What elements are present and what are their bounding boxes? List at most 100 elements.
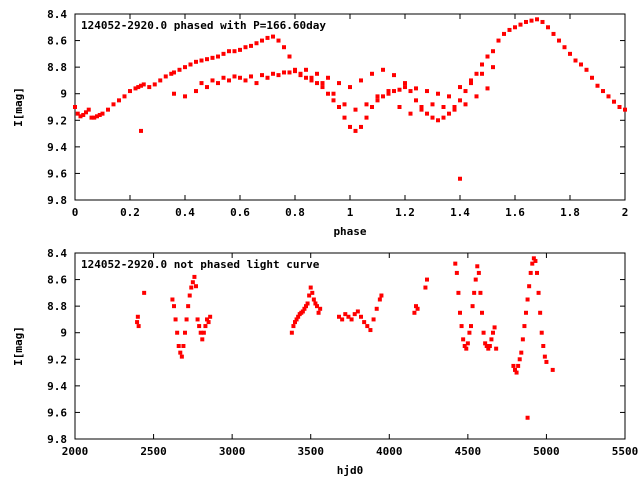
data-point: [476, 270, 481, 275]
data-point: [473, 277, 478, 282]
data-point: [304, 67, 308, 72]
data-point: [349, 317, 354, 322]
data-point: [291, 324, 296, 329]
data-point: [348, 124, 352, 129]
data-point: [206, 320, 211, 325]
data-point: [492, 325, 497, 330]
data-point: [447, 111, 451, 116]
data-point: [528, 270, 533, 275]
x-tick-label: 3500: [297, 445, 324, 458]
data-point: [238, 47, 242, 52]
data-point: [139, 83, 143, 88]
data-point: [305, 301, 310, 306]
data-point: [139, 128, 143, 133]
data-point: [606, 94, 611, 99]
data-point: [474, 94, 479, 99]
data-point: [562, 45, 567, 50]
data-point: [371, 317, 376, 322]
data-point: [227, 78, 231, 83]
data-point: [173, 317, 178, 322]
data-point: [190, 280, 195, 285]
y-tick-label: 9.6: [47, 167, 67, 180]
data-point: [136, 85, 141, 90]
data-point: [525, 297, 530, 302]
data-point: [179, 354, 184, 359]
data-point: [469, 81, 473, 86]
data-point: [484, 344, 489, 348]
data-point: [243, 45, 248, 50]
data-point: [478, 290, 483, 295]
data-point: [300, 309, 305, 314]
data-point: [254, 41, 259, 46]
data-point: [331, 91, 336, 96]
data-point: [293, 69, 297, 74]
data-point: [348, 85, 352, 90]
plot-frame: [74, 252, 626, 440]
data-point: [518, 22, 523, 27]
data-point: [538, 310, 543, 315]
data-point: [352, 312, 357, 317]
data-point: [425, 111, 429, 116]
data-point: [386, 91, 391, 96]
data-point: [531, 256, 536, 261]
data-point: [73, 105, 77, 109]
data-point: [430, 102, 435, 107]
data-point: [415, 306, 420, 311]
data-point: [463, 102, 468, 107]
data-point: [282, 70, 286, 75]
data-point: [232, 74, 237, 79]
data-point: [481, 330, 486, 335]
data-point: [227, 49, 231, 54]
data-point: [595, 83, 600, 88]
data-point: [95, 114, 99, 119]
data-point: [265, 35, 270, 40]
data-point: [425, 89, 429, 94]
data-point: [289, 330, 294, 335]
data-point: [192, 274, 197, 279]
data-point: [519, 350, 524, 355]
data-point: [535, 17, 539, 22]
data-point: [201, 330, 206, 335]
data-point: [92, 115, 97, 120]
data-point: [183, 94, 187, 99]
data-point: [136, 324, 141, 329]
data-point: [365, 324, 370, 329]
data-point: [184, 317, 189, 322]
data-point: [601, 89, 605, 94]
data-point: [293, 320, 297, 325]
y-tick-label: 8.8: [47, 61, 67, 74]
data-point: [458, 98, 462, 103]
data-point: [386, 89, 391, 94]
x-tick-label: 0.8: [285, 206, 305, 219]
data-point: [370, 105, 374, 109]
data-point: [342, 115, 347, 120]
data-point: [172, 304, 176, 309]
data-point: [208, 314, 213, 319]
data-point: [539, 330, 544, 335]
data-point: [346, 314, 351, 319]
data-point: [337, 314, 341, 319]
data-point: [147, 85, 152, 90]
data-point: [106, 107, 110, 112]
y-tick-label: 9.4: [47, 380, 67, 393]
data-point: [463, 89, 468, 94]
data-point: [100, 111, 105, 116]
data-point: [568, 51, 572, 56]
data-point: [454, 270, 459, 275]
data-point: [441, 105, 446, 109]
data-point: [474, 71, 479, 76]
y-tick-label: 9.6: [47, 406, 67, 419]
data-point: [530, 261, 535, 266]
data-point: [489, 337, 494, 342]
data-point: [392, 73, 396, 78]
data-point: [249, 74, 253, 79]
data-point: [579, 62, 583, 67]
data-point: [238, 75, 242, 80]
data-point: [459, 324, 464, 329]
data-point: [464, 346, 469, 351]
data-point: [375, 98, 380, 103]
data-point: [529, 18, 534, 23]
data-point: [331, 98, 336, 103]
x-tick-label: 3000: [219, 445, 246, 458]
data-point: [491, 330, 495, 335]
